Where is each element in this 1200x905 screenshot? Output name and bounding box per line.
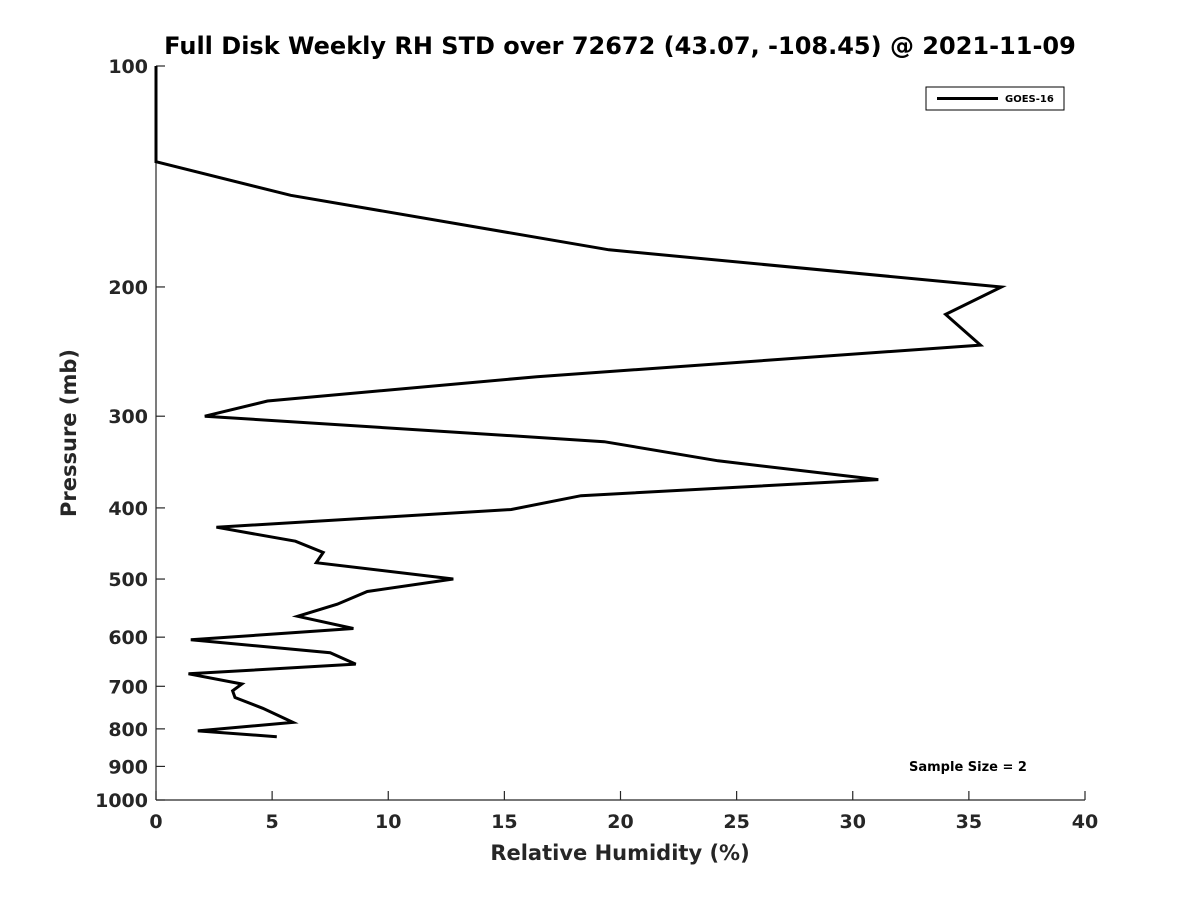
y-tick-label: 100 xyxy=(108,56,148,78)
x-tick-label: 25 xyxy=(723,811,749,833)
x-tick-label: 30 xyxy=(840,811,866,833)
series-line-goes-16 xyxy=(154,66,1007,739)
x-tick-label: 10 xyxy=(375,811,401,833)
y-axis-label: Pressure (mb) xyxy=(57,349,81,517)
y-tick-label: 200 xyxy=(108,277,148,299)
x-tick-label: 15 xyxy=(491,811,517,833)
x-axis-label: Relative Humidity (%) xyxy=(490,841,749,865)
x-tick-label: 0 xyxy=(149,811,162,833)
legend-label-goes-16: GOES-16 xyxy=(1005,94,1054,105)
y-tick-label: 500 xyxy=(108,569,148,591)
y-tick-label: 300 xyxy=(108,406,148,428)
x-tick-label: 35 xyxy=(956,811,982,833)
y-tick-label: 1000 xyxy=(95,790,148,812)
x-tick-label: 20 xyxy=(607,811,633,833)
y-tick-label: 600 xyxy=(108,627,148,649)
x-tick-label: 5 xyxy=(266,811,279,833)
y-tick-label: 700 xyxy=(108,676,148,698)
axes-group: 0 5 10 15 20 25 30 35 40 100 200 300 400 500 600 700 800… xyxy=(95,56,1098,833)
series-group xyxy=(154,66,1007,739)
y-tick-label: 900 xyxy=(108,756,148,778)
sample-size-annotation: Sample Size = 2 xyxy=(909,760,1027,775)
y-tick-label: 400 xyxy=(108,498,148,520)
y-tick-label: 800 xyxy=(108,719,148,741)
x-tick-label: 40 xyxy=(1072,811,1098,833)
legend: GOES-16 xyxy=(925,86,1065,111)
chart-title: Full Disk Weekly RH STD over 72672 (43.0… xyxy=(164,32,1076,60)
